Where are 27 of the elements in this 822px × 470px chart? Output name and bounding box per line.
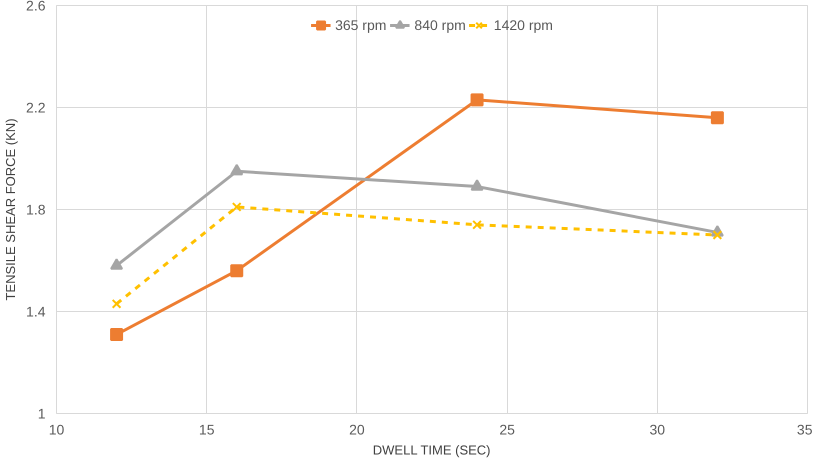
x-tick-label: 30 bbox=[650, 422, 666, 438]
point bbox=[710, 111, 724, 124]
point bbox=[232, 202, 242, 212]
x-axis-title: DWELL TIME (SEC) bbox=[372, 442, 491, 458]
x-tick-label: 10 bbox=[48, 422, 64, 438]
x-tick-label: 15 bbox=[198, 422, 215, 438]
legend-label: 365 rpm bbox=[335, 17, 386, 33]
x-tick-label: 35 bbox=[796, 422, 813, 438]
point bbox=[230, 264, 244, 278]
point bbox=[112, 298, 122, 309]
x-tick-label: 25 bbox=[499, 422, 516, 438]
x-tick-label: 20 bbox=[349, 422, 365, 438]
point bbox=[230, 164, 244, 176]
y-tick-label: 2.2 bbox=[26, 100, 46, 116]
point bbox=[110, 328, 124, 341]
y-tick-label: 2.6 bbox=[26, 0, 46, 14]
point bbox=[110, 258, 124, 270]
y-axis-title: TENSILE SHEAR FORCE (KN) bbox=[3, 118, 18, 301]
legend-label: 840 rpm bbox=[414, 17, 466, 33]
legend-label: 1420 rpm bbox=[494, 17, 553, 33]
point bbox=[472, 220, 482, 230]
point bbox=[470, 179, 484, 191]
y-tick-label: 1.4 bbox=[26, 304, 46, 320]
point bbox=[712, 230, 722, 240]
y-tick-label: 1.8 bbox=[26, 202, 46, 218]
point bbox=[470, 93, 484, 106]
y-tick-label: 1 bbox=[38, 406, 46, 422]
